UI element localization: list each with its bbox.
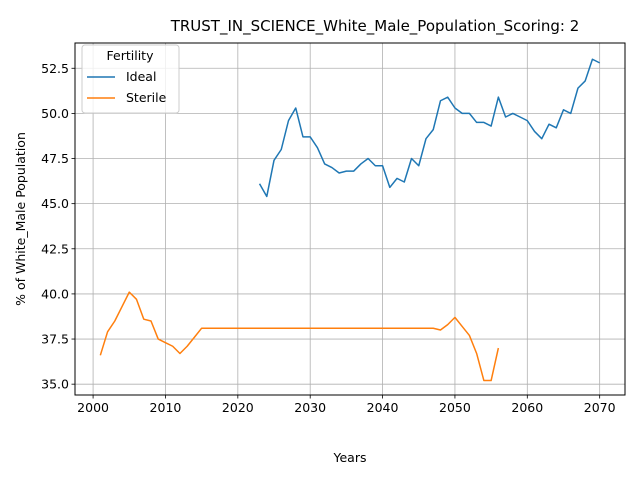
x-tick-label: 2010	[150, 400, 182, 415]
x-tick-label: 2060	[511, 400, 543, 415]
y-tick-label: 45.0	[41, 196, 69, 211]
x-tick-label: 2000	[77, 400, 109, 415]
y-tick-label: 50.0	[41, 106, 69, 121]
series-lines	[99, 58, 601, 382]
y-tick-label: 47.5	[41, 151, 69, 166]
legend-title: Fertility	[107, 48, 155, 63]
x-tick-label: 2050	[439, 400, 471, 415]
y-axis-label: % of White_Male Population	[13, 132, 28, 306]
x-tick-label: 2020	[222, 400, 254, 415]
x-tick-label: 2030	[294, 400, 326, 415]
legend-box	[81, 44, 180, 114]
chart-title: TRUST_IN_SCIENCE_White_Male_Population_S…	[170, 17, 580, 36]
y-tick-label: 52.5	[41, 61, 69, 76]
y-tick-label: 37.5	[41, 332, 69, 347]
legend-label-ideal: Ideal	[126, 69, 156, 84]
series-line-ideal	[258, 58, 601, 198]
x-axis-label: Years	[333, 450, 367, 465]
grid	[75, 43, 625, 395]
plot-frame	[74, 42, 626, 396]
x-tick-label: 2040	[367, 400, 399, 415]
legend: Fertility Ideal Sterile	[81, 44, 180, 114]
y-tick-label: 40.0	[41, 286, 69, 301]
series-line-sterile	[99, 291, 500, 382]
y-tick-label: 42.5	[41, 241, 69, 256]
y-tick-label: 35.0	[41, 377, 69, 392]
x-tick-label: 2070	[584, 400, 616, 415]
legend-label-sterile: Sterile	[126, 90, 167, 105]
y-axis-ticks: 35.0 37.5 40.0 42.5 45.0 47.5 50.0 52.5	[41, 61, 75, 392]
x-axis-ticks: 2000 2010 2020 2030 2040 2050 2060 2070	[77, 395, 616, 415]
